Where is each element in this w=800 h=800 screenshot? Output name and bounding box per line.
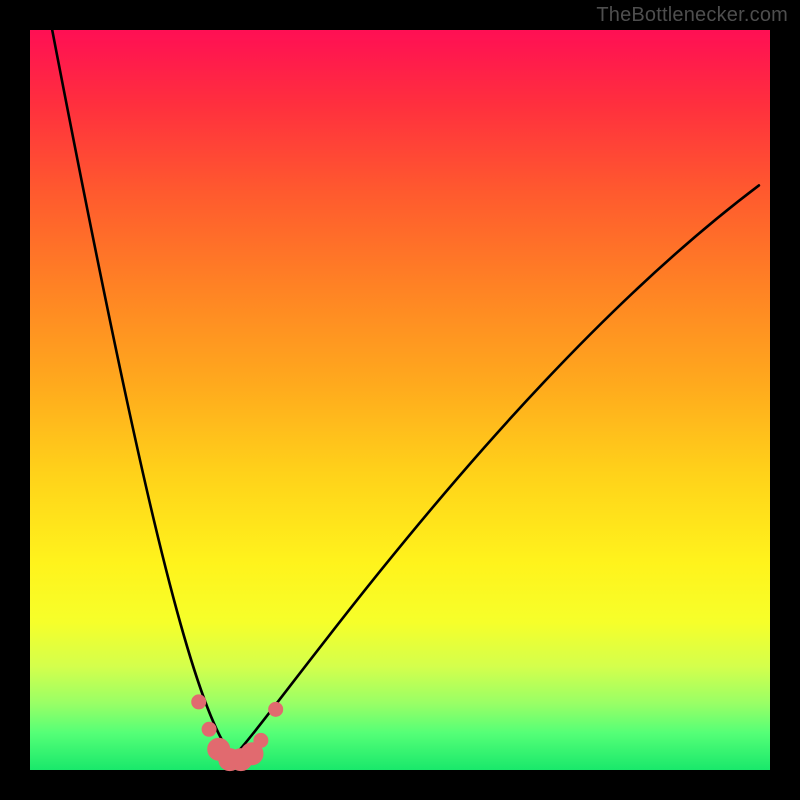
marker-point: [202, 722, 216, 736]
watermark-text: TheBottlenecker.com: [596, 4, 788, 27]
bottleneck-chart: [0, 0, 800, 800]
marker-point: [269, 702, 283, 716]
marker-point: [254, 733, 268, 747]
plot-area: [30, 30, 770, 770]
marker-point: [192, 695, 206, 709]
chart-container: TheBottlenecker.com: [0, 0, 800, 800]
